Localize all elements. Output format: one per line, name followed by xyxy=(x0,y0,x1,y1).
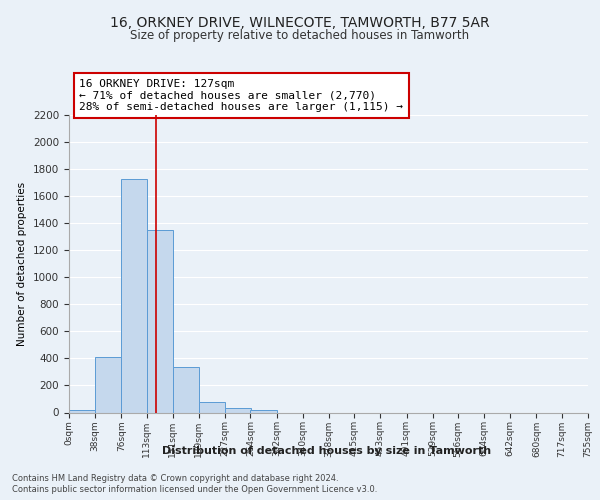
Text: Contains public sector information licensed under the Open Government Licence v3: Contains public sector information licen… xyxy=(12,485,377,494)
Bar xyxy=(173,367,199,412)
Bar xyxy=(121,178,148,412)
Bar xyxy=(225,408,251,412)
Text: 16, ORKNEY DRIVE, WILNECOTE, TAMWORTH, B77 5AR: 16, ORKNEY DRIVE, WILNECOTE, TAMWORTH, B… xyxy=(110,16,490,30)
Text: Size of property relative to detached houses in Tamworth: Size of property relative to detached ho… xyxy=(130,29,470,42)
Text: Distribution of detached houses by size in Tamworth: Distribution of detached houses by size … xyxy=(163,446,491,456)
Text: Contains HM Land Registry data © Crown copyright and database right 2024.: Contains HM Land Registry data © Crown c… xyxy=(12,474,338,483)
Bar xyxy=(95,357,121,412)
Bar xyxy=(199,402,225,412)
Bar xyxy=(250,410,277,412)
Bar xyxy=(69,410,95,412)
Bar xyxy=(146,230,173,412)
Text: 16 ORKNEY DRIVE: 127sqm
← 71% of detached houses are smaller (2,770)
28% of semi: 16 ORKNEY DRIVE: 127sqm ← 71% of detache… xyxy=(79,79,403,112)
Y-axis label: Number of detached properties: Number of detached properties xyxy=(17,182,28,346)
